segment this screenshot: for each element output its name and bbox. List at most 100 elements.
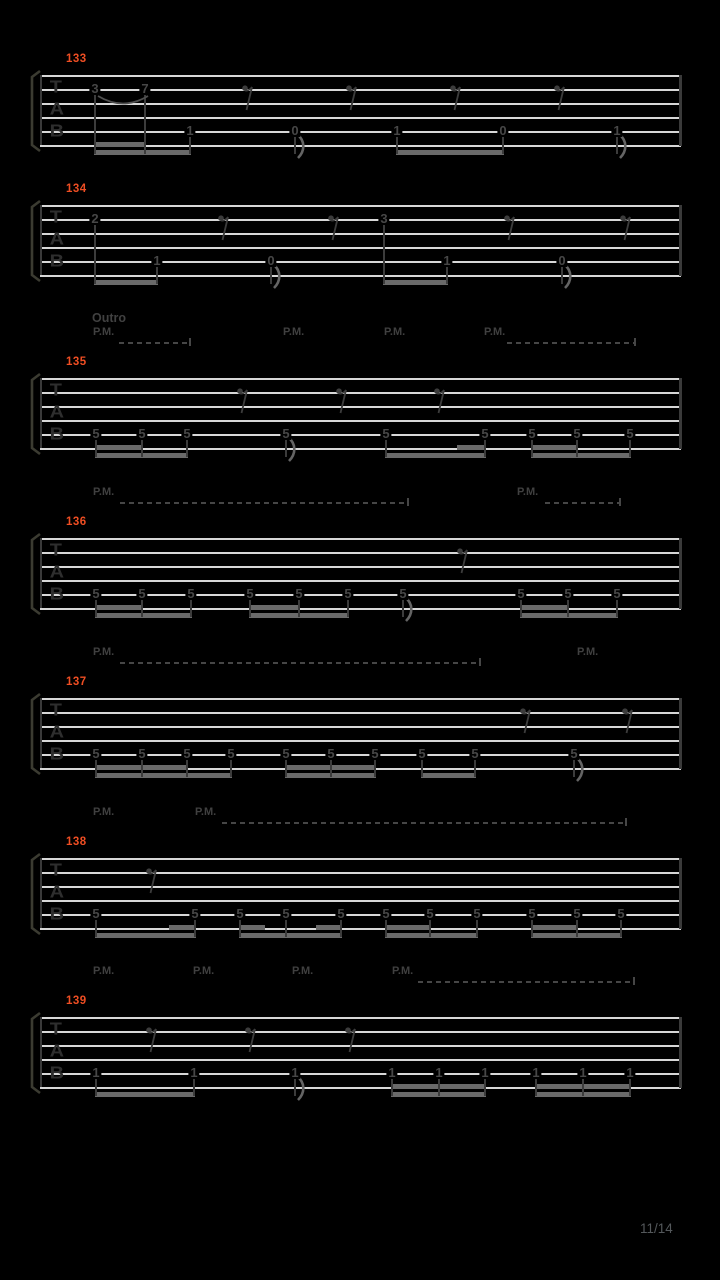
staff-line bbox=[40, 75, 681, 77]
measure-number: 138 bbox=[66, 836, 87, 848]
fret-number: 5 bbox=[325, 745, 337, 761]
beam bbox=[520, 613, 618, 618]
palm-mute-end-tick bbox=[189, 338, 191, 346]
eighth-rest-icon bbox=[622, 708, 633, 734]
staff-line bbox=[40, 103, 681, 105]
eighth-rest-icon bbox=[450, 85, 461, 111]
note-stem bbox=[294, 135, 296, 154]
system-bracket bbox=[30, 199, 41, 283]
note-stem bbox=[484, 438, 486, 457]
beam bbox=[249, 605, 300, 610]
eighth-rest-icon bbox=[504, 215, 515, 241]
barline-start bbox=[40, 698, 42, 768]
staff-line bbox=[40, 698, 681, 700]
note-stem bbox=[576, 918, 578, 937]
barline-start bbox=[40, 75, 42, 145]
palm-mute-label: P.M. bbox=[577, 646, 599, 658]
staff-line bbox=[40, 89, 681, 91]
fret-number: 5 bbox=[479, 425, 491, 441]
eighth-rest-icon bbox=[336, 388, 347, 414]
measure-number: 135 bbox=[66, 356, 87, 368]
fret-number: 5 bbox=[611, 585, 623, 601]
fret-number: 5 bbox=[424, 905, 436, 921]
fret-number: 5 bbox=[342, 585, 354, 601]
system-bracket bbox=[30, 852, 41, 936]
barline-end bbox=[679, 378, 682, 449]
staff-line bbox=[40, 552, 681, 554]
staff-line bbox=[40, 448, 681, 450]
staff-line bbox=[40, 858, 681, 860]
palm-mute-label: P.M. bbox=[517, 486, 539, 498]
note-stem bbox=[347, 598, 349, 617]
note-stem bbox=[374, 758, 376, 777]
fret-number: 5 bbox=[416, 745, 428, 761]
staff-line bbox=[40, 131, 681, 133]
fret-number: 5 bbox=[90, 585, 102, 601]
note-stem bbox=[186, 438, 188, 457]
staff-line bbox=[40, 261, 681, 263]
note-stem bbox=[391, 1077, 393, 1096]
fret-number: 2 bbox=[89, 210, 101, 226]
note-stem bbox=[582, 1077, 584, 1096]
note-stem bbox=[576, 438, 578, 457]
staff-line bbox=[40, 219, 681, 221]
note-stem bbox=[95, 438, 97, 457]
palm-mute-label: P.M. bbox=[93, 806, 115, 818]
fret-number: 5 bbox=[181, 425, 193, 441]
beam bbox=[531, 445, 578, 450]
fret-number: 5 bbox=[280, 905, 292, 921]
fret-number: 1 bbox=[188, 1064, 200, 1080]
note-stem bbox=[330, 758, 332, 777]
beam bbox=[520, 605, 569, 610]
fret-number: 5 bbox=[234, 905, 246, 921]
eighth-rest-icon bbox=[520, 708, 531, 734]
fret-number: 5 bbox=[335, 905, 347, 921]
palm-mute-label: P.M. bbox=[193, 965, 215, 977]
barline-start bbox=[40, 538, 42, 608]
eighth-rest-icon bbox=[345, 1027, 356, 1053]
note-stem bbox=[94, 223, 96, 284]
palm-mute-label: P.M. bbox=[392, 965, 414, 977]
note-stem bbox=[520, 598, 522, 617]
beam bbox=[421, 773, 476, 778]
beam bbox=[95, 933, 196, 938]
fret-number: 5 bbox=[568, 745, 580, 761]
eighth-rest-icon bbox=[146, 868, 157, 894]
barline-end bbox=[679, 1017, 682, 1088]
fret-number: 5 bbox=[136, 745, 148, 761]
fret-number: 5 bbox=[571, 905, 583, 921]
tab-clef-letter: T bbox=[49, 860, 62, 881]
fret-number: 1 bbox=[611, 122, 623, 138]
note-stem bbox=[438, 1077, 440, 1096]
fret-number: 5 bbox=[624, 425, 636, 441]
note-stem bbox=[239, 918, 241, 937]
note-stem bbox=[484, 1077, 486, 1096]
fret-number: 5 bbox=[90, 425, 102, 441]
note-stem bbox=[141, 438, 143, 457]
note-stem bbox=[94, 93, 96, 154]
staff-line bbox=[40, 406, 681, 408]
fret-number: 5 bbox=[471, 905, 483, 921]
fret-number: 5 bbox=[469, 745, 481, 761]
beam bbox=[169, 925, 196, 930]
eighth-rest-icon bbox=[218, 215, 229, 241]
fret-number: 5 bbox=[136, 425, 148, 441]
barline-start bbox=[40, 378, 42, 448]
staff-line bbox=[40, 205, 681, 207]
note-stem bbox=[95, 598, 97, 617]
staff-line bbox=[40, 914, 681, 916]
fret-number: 0 bbox=[556, 252, 568, 268]
eighth-rest-icon bbox=[457, 548, 468, 574]
note-stem bbox=[573, 758, 575, 777]
tab-clef-letter: B bbox=[49, 251, 65, 272]
tab-clef-letter: A bbox=[49, 402, 65, 423]
note-stem bbox=[402, 598, 404, 617]
note-stem bbox=[396, 135, 398, 154]
note-stem bbox=[144, 93, 146, 154]
note-stem bbox=[95, 1077, 97, 1096]
tab-clef-letter: T bbox=[49, 380, 62, 401]
staff-line bbox=[40, 378, 681, 380]
note-stem bbox=[535, 1077, 537, 1096]
beam bbox=[385, 925, 431, 930]
palm-mute-label: P.M. bbox=[384, 326, 406, 338]
